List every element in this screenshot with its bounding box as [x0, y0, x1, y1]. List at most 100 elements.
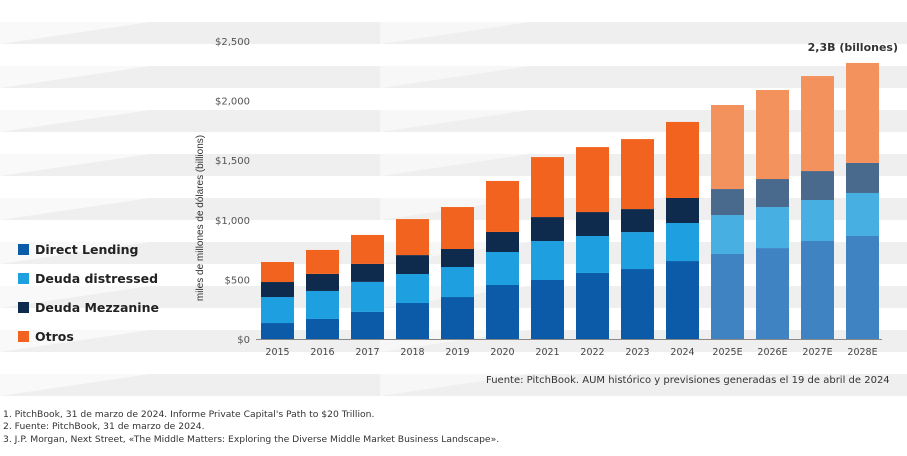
bg-chevron — [0, 220, 150, 264]
bar-segment-otros — [531, 157, 564, 218]
bg-chevron — [380, 0, 530, 44]
bar-segment-deuda-distressed — [576, 236, 609, 273]
bar-segment-otros — [711, 105, 744, 190]
bg-chevron — [380, 44, 530, 88]
legend-swatch — [18, 244, 29, 255]
bar-segment-direct-lending — [261, 323, 294, 339]
bar-segment-direct-lending — [396, 303, 429, 339]
x-tick-label: 2026E — [757, 347, 787, 358]
bar-stack-2015 — [261, 261, 294, 339]
footnotes: 1. PitchBook, 31 de marzo de 2024. Infor… — [3, 409, 499, 446]
x-tick-label: 2028E — [847, 347, 877, 358]
bar-segment-otros — [351, 234, 384, 264]
legend-item-direct-lending: Direct Lending — [18, 235, 159, 264]
x-tick-label: 2025E — [712, 347, 742, 358]
bar-segment-deuda-mezzanine — [576, 212, 609, 237]
bar-segment-otros — [846, 62, 879, 163]
bar-segment-direct-lending — [801, 241, 834, 339]
bar-segment-deuda-mezzanine — [441, 249, 474, 268]
bar-segment-deuda-mezzanine — [846, 162, 879, 193]
bar-segment-deuda-mezzanine — [396, 255, 429, 275]
y-axis-label: miles de millones de dólares (billions) — [195, 135, 206, 301]
x-tick-label: 2027E — [802, 347, 832, 358]
x-tick-label: 2015 — [265, 347, 289, 358]
bar-stack-2016 — [306, 249, 339, 339]
bar-segment-direct-lending — [351, 311, 384, 339]
x-tick-label: 2022 — [580, 347, 604, 358]
total-annotation: 2,3B (billones) — [808, 41, 898, 54]
bar-segment-deuda-distressed — [711, 215, 744, 255]
bar-stack-2020 — [486, 180, 519, 339]
legend-label: Direct Lending — [35, 242, 139, 257]
bar-stack-2026E — [756, 89, 789, 339]
bar-segment-otros — [441, 207, 474, 250]
bar-segment-deuda-distressed — [261, 297, 294, 324]
bg-chevron — [0, 88, 150, 132]
bar-segment-direct-lending — [486, 285, 519, 339]
bar-segment-otros — [666, 121, 699, 198]
y-tick-label: $1,500 — [215, 156, 250, 167]
x-tick-label: 2017 — [355, 347, 379, 358]
stacked-bar-chart: miles de millones de dólares (billions) … — [195, 37, 898, 358]
bar-segment-deuda-mezzanine — [621, 209, 654, 233]
bar-segment-deuda-mezzanine — [666, 197, 699, 224]
bar-segment-deuda-distressed — [396, 274, 429, 304]
bar-segment-direct-lending — [756, 248, 789, 339]
legend-swatch — [18, 302, 29, 313]
bg-chevron — [0, 132, 150, 176]
bar-segment-deuda-distressed — [441, 267, 474, 298]
bar-stack-2023 — [621, 139, 654, 339]
x-tick-label: 2018 — [400, 347, 424, 358]
bar-stack-2021 — [531, 157, 564, 339]
bar-segment-deuda-distressed — [756, 207, 789, 249]
bg-chevron — [380, 396, 408, 400]
bar-segment-direct-lending — [711, 254, 744, 339]
y-tick-label: $500 — [225, 275, 250, 286]
bar-segment-deuda-distressed — [306, 290, 339, 319]
bar-stack-2019 — [441, 207, 474, 339]
bar-segment-otros — [801, 76, 834, 172]
bar-stack-2022 — [576, 147, 609, 339]
bar-stack-2024 — [666, 121, 699, 339]
footnote: 2. Fuente: PitchBook, 31 de marzo de 202… — [3, 421, 205, 433]
bar-segment-otros — [396, 219, 429, 256]
bar-segment-otros — [756, 89, 789, 180]
bar-segment-otros — [261, 261, 294, 283]
footnote: 1. PitchBook, 31 de marzo de 2024. Infor… — [3, 409, 375, 420]
bar-segment-deuda-mezzanine — [711, 189, 744, 216]
bar-segment-deuda-distressed — [621, 232, 654, 270]
bg-chevron — [0, 44, 150, 88]
x-tick-label: 2019 — [445, 347, 469, 358]
bar-segment-otros — [621, 139, 654, 210]
bar-segment-deuda-mezzanine — [756, 179, 789, 208]
bar-segment-direct-lending — [306, 318, 339, 339]
bg-chevron — [0, 0, 150, 44]
y-tick-label: $2,500 — [215, 37, 250, 48]
legend-label: Otros — [35, 329, 74, 344]
bar-stack-2018 — [396, 219, 429, 339]
bar-segment-direct-lending — [621, 269, 654, 339]
bar-segment-direct-lending — [846, 236, 879, 339]
x-tick-label: 2023 — [625, 347, 649, 358]
legend-swatch — [18, 273, 29, 284]
bg-chevron — [0, 308, 150, 352]
bar-stack-2028E — [846, 62, 879, 339]
x-tick-label: 2020 — [490, 347, 514, 358]
bg-chevron — [0, 396, 28, 400]
bar-segment-deuda-mezzanine — [306, 273, 339, 291]
bar-segment-otros — [576, 147, 609, 213]
legend-item-deuda-mezzanine: Deuda Mezzanine — [18, 293, 159, 322]
x-tick-label: 2024 — [670, 347, 694, 358]
bar-segment-direct-lending — [441, 297, 474, 339]
y-tick-label: $0 — [237, 335, 250, 346]
y-tick-label: $2,000 — [215, 97, 250, 108]
bar-segment-deuda-distressed — [486, 251, 519, 286]
bg-chevron — [380, 88, 530, 132]
bg-chevron — [380, 176, 530, 220]
bar-segment-otros — [486, 180, 519, 232]
bar-segment-deuda-mezzanine — [261, 282, 294, 298]
legend-label: Deuda distressed — [35, 271, 159, 286]
bg-chevron — [380, 352, 530, 396]
bar-segment-deuda-distressed — [666, 223, 699, 262]
bg-chevron — [0, 352, 150, 396]
